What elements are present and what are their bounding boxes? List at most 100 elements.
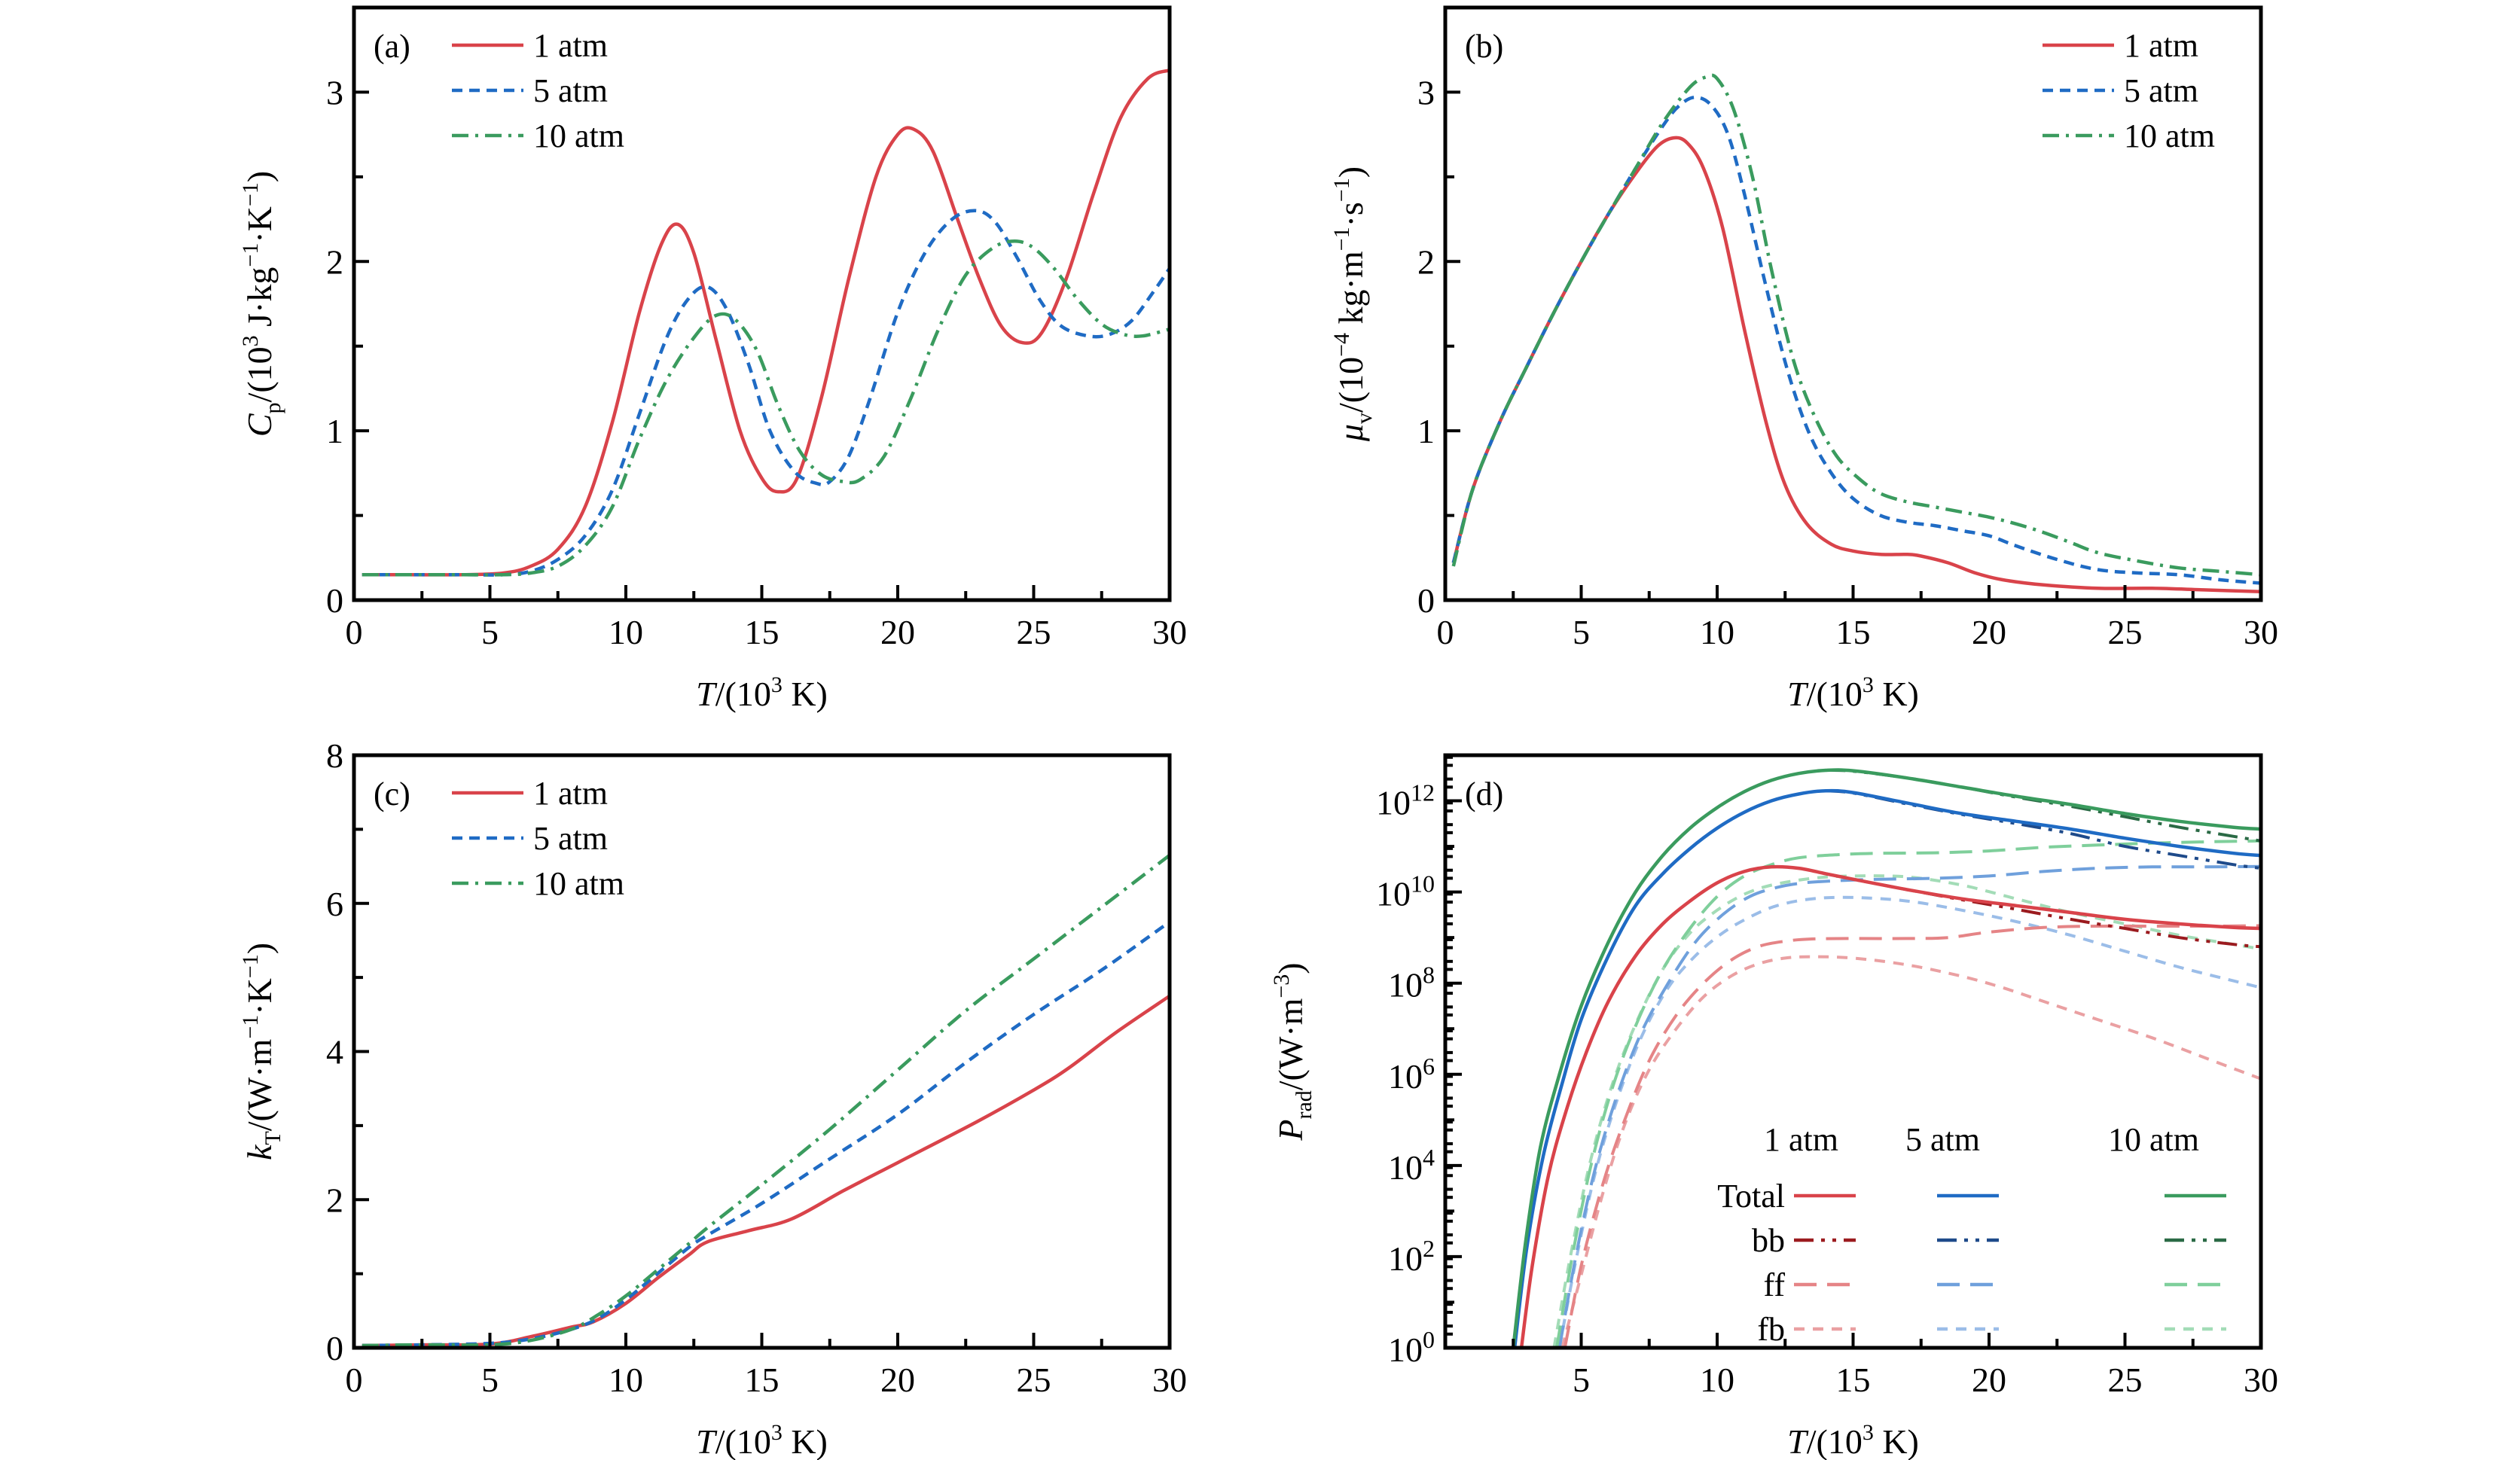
ticks [352,6,1171,602]
series-line-10-atm [1451,73,2262,577]
x-axis-title-tail: K) [1874,1422,1919,1460]
y-tick-base: 10 [1388,1330,1423,1369]
series-line-5-atm [362,920,1171,1348]
y-axis-title-sup2: −1 [238,243,263,267]
x-axis-title-unit: /(10 [1807,1422,1863,1460]
y-axis-title-var: μ [1332,424,1370,442]
x-tick-label: 10 [1700,1361,1734,1399]
legend-row-label: ff [1763,1266,1785,1303]
series-line-fb-10-atm [1552,874,2261,1348]
x-tick-label: 30 [2244,1361,2278,1399]
ticks [352,754,1171,1349]
legend-label: 5 atm [533,820,608,857]
plot-frame [352,5,1172,602]
x-axis-title-sup: 3 [771,672,783,697]
x-axis-title: T/(103 K) [696,1420,828,1460]
x-axis-title-var: T [696,675,718,713]
y-tick-label: 6 [326,885,343,923]
legend-column-header: 1 atm [1764,1121,1838,1158]
x-tick-label: 30 [1152,613,1187,651]
x-axis-title-sup: 3 [1863,1420,1874,1445]
x-tick-label: 25 [2108,1361,2143,1399]
panel-label: (a) [374,28,410,65]
y-axis-title-tail: ) [1271,962,1310,974]
series-line-1-atm [362,69,1170,577]
y-axis-title-sup2: −1 [238,954,263,978]
legend: 1 atm 5 atm 10 atm [452,775,624,902]
series-line-ff-10-atm [1555,839,2261,1348]
x-axis-title: T/(103 K) [1787,1420,1919,1460]
y-axis-title-tail2: ) [240,943,279,954]
y-axis-title-var: P [1271,1120,1310,1141]
x-tick-label: 20 [880,1361,915,1399]
y-axis-title-rest: /(10 [240,346,279,402]
y-tick-label: 1 [326,412,343,450]
y-axis-title-close: ) [1332,166,1370,178]
y-axis-title-sup: −1 [238,1015,263,1039]
y-axis-title-var: k [240,1144,279,1160]
series-line-bb-5-atm [1826,789,2261,870]
y-axis-title: Prad/(W·m−3) [1269,962,1316,1141]
x-tick-label: 5 [1573,613,1590,651]
x-tick-label: 10 [609,613,643,651]
x-tick-label: 20 [880,613,915,651]
legend: 1 atm 5 atm 10 atm [2043,27,2215,154]
y-axis-title-tail: kg·m [1332,251,1370,333]
legend-column-header: 5 atm [1905,1121,1980,1158]
series-group [362,69,1171,577]
y-tick-label: 2 [326,242,343,281]
plot-frame [1443,5,2263,602]
legend: 1 atm 5 atm 10 atm Total bb ff fb [1717,1121,2226,1348]
x-tick-label: 0 [346,1361,363,1399]
legend-label: 5 atm [533,72,608,109]
legend-label: 10 atm [533,865,624,902]
y-axis-title-close: ) [240,171,279,182]
series-line-5-atm [1451,95,2262,585]
y-tick-label: 4 [326,1033,343,1071]
y-axis-title: Cp/(103 J·kg−1·K−1) [238,171,285,437]
x-tick-label: 15 [1836,1361,1871,1399]
y-tick-exponent: 10 [1411,870,1435,898]
y-tick-label: 2 [1417,242,1435,281]
x-tick-label: 30 [2244,613,2278,651]
x-axis-title-unit: /(10 [715,675,771,713]
y-tick-label: 0 [1417,581,1435,620]
y-axis-title-sub: T [261,1131,285,1145]
x-axis-title-var: T [1787,1422,1809,1460]
y-axis-title-tail2: ·K [240,206,279,243]
y-axis-title-rest: /(W·m [240,1038,279,1131]
x-axis-title: T/(103 K) [696,672,828,713]
y-tick-label: 106 [1388,1053,1435,1096]
x-tick-label: 10 [1700,613,1734,651]
panel-label: (b) [1465,28,1503,65]
series-group [362,854,1171,1348]
panel-label: (d) [1465,776,1503,812]
x-tick-label: 25 [1017,1361,1051,1399]
x-axis-title-tail: K) [783,1422,828,1460]
x-tick-label: 15 [745,1361,779,1399]
x-tick-label: 5 [1573,1361,1590,1399]
legend-label: 10 atm [2124,117,2215,154]
y-axis-title-sup: 3 [238,335,263,346]
legend-label: 1 atm [533,775,608,812]
y-axis-title-rest: /(W·m [1271,998,1310,1090]
x-axis-title-tail: K) [783,675,828,713]
y-tick-label: 1012 [1376,779,1435,822]
series-line-bb-10-atm [1826,769,2261,843]
legend-label: 1 atm [533,27,608,64]
legend-label: 5 atm [2124,72,2198,109]
series-line-Total-1-atm [1519,864,2261,1348]
y-axis-title-tail: ·K [240,978,279,1015]
x-tick-label: 25 [1017,613,1051,651]
y-tick-exponent: 4 [1423,1144,1435,1171]
x-tick-label: 15 [1836,613,1871,651]
y-tick-label: 108 [1388,962,1435,1004]
x-axis-title-var: T [1787,675,1809,713]
x-tick-label: 25 [2108,613,2143,651]
series-line-5-atm [362,209,1171,577]
legend-column-header: 10 atm [2108,1121,2199,1158]
series-group [1451,73,2262,594]
series-line-1-atm [362,994,1171,1348]
